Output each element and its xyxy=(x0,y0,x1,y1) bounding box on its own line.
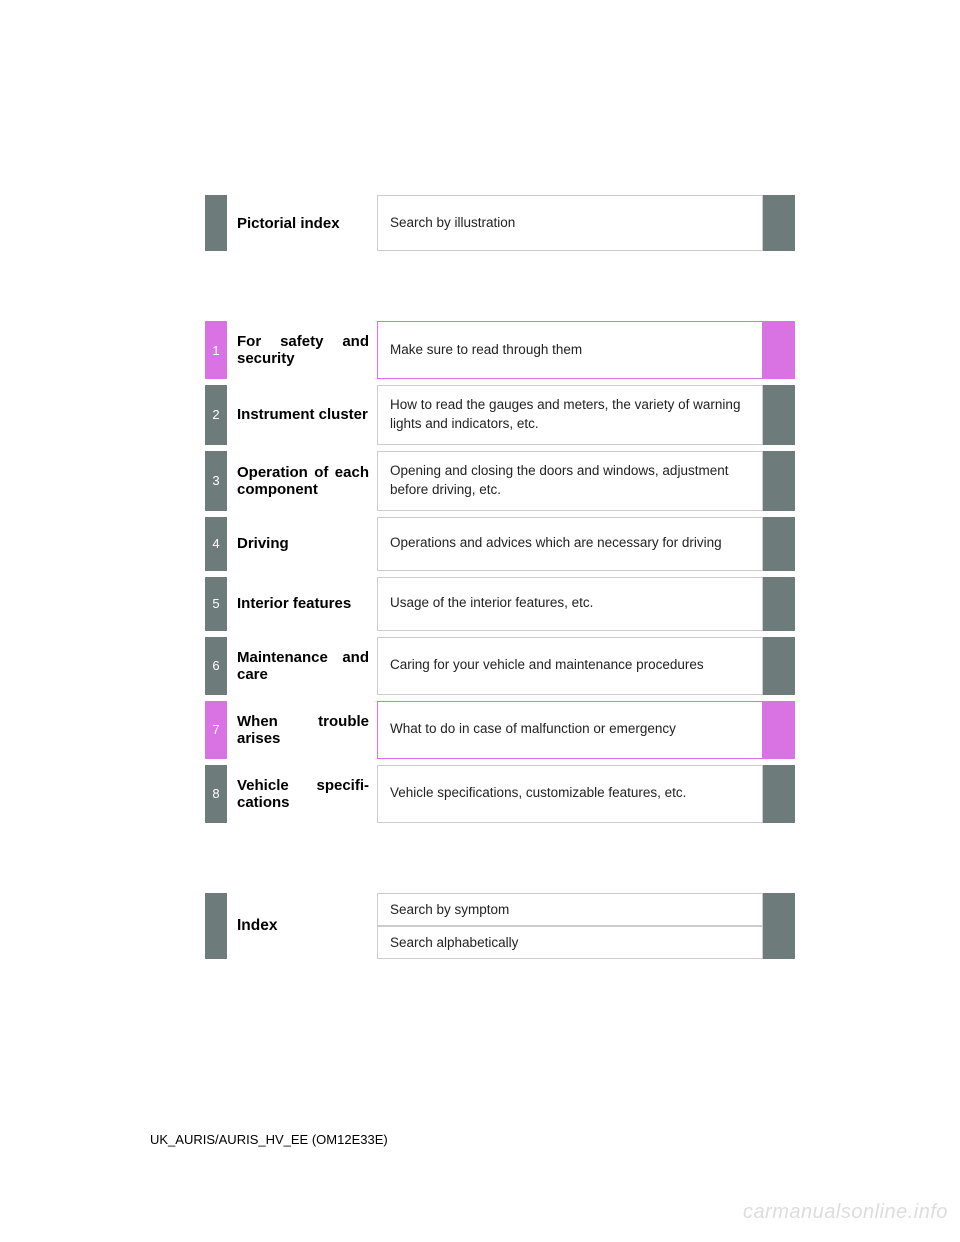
chapter-row[interactable]: 6Maintenance and careCaring for your veh… xyxy=(205,637,795,695)
chapter-number-tab: 8 xyxy=(205,765,227,823)
index-section[interactable]: Index Search by symptomSearch alphabetic… xyxy=(205,893,795,959)
watermark: carmanualsonline.info xyxy=(743,1201,948,1224)
footer-text: UK_AURIS/AURIS_HV_EE (OM12E33E) xyxy=(150,1132,388,1147)
index-end-tab xyxy=(763,893,795,926)
chapter-row[interactable]: 5Interior featuresUsage of the interior … xyxy=(205,577,795,631)
chapter-title: Instrument clus­ter xyxy=(227,385,377,445)
pictorial-tab xyxy=(205,195,227,251)
pictorial-section: Pictorial index Search by illustration xyxy=(205,195,795,251)
pictorial-row[interactable]: Pictorial index Search by illustration xyxy=(205,195,795,251)
chapter-row[interactable]: 4DrivingOperations and advices which are… xyxy=(205,517,795,571)
chapter-desc: Caring for your vehicle and maintenance … xyxy=(377,637,763,695)
index-item-label: Search by symptom xyxy=(377,893,763,926)
chapters-section: 1For safety and securityMake sure to rea… xyxy=(205,321,795,823)
index-title: Index xyxy=(227,893,377,959)
chapter-title: Driving xyxy=(227,517,377,571)
index-item-label: Search alphabetically xyxy=(377,926,763,959)
chapter-end-tab xyxy=(763,765,795,823)
chapter-title: Vehicle specifi­cations xyxy=(227,765,377,823)
manual-page: Pictorial index Search by illustration 1… xyxy=(0,0,960,959)
chapter-desc: Usage of the interior features, etc. xyxy=(377,577,763,631)
chapter-row[interactable]: 1For safety and securityMake sure to rea… xyxy=(205,321,795,379)
chapter-title: Interior features xyxy=(227,577,377,631)
chapter-desc: Operations and advices which are necessa… xyxy=(377,517,763,571)
chapter-desc: Vehicle specifications, customizable fea… xyxy=(377,765,763,823)
chapter-number-tab: 2 xyxy=(205,385,227,445)
chapter-number-tab: 3 xyxy=(205,451,227,511)
chapter-end-tab xyxy=(763,517,795,571)
chapter-end-tab xyxy=(763,701,795,759)
pictorial-title: Pictorial index xyxy=(227,195,377,251)
chapter-end-tab xyxy=(763,451,795,511)
chapter-desc: Make sure to read through them xyxy=(377,321,763,379)
chapter-number-tab: 6 xyxy=(205,637,227,695)
chapter-end-tab xyxy=(763,577,795,631)
chapter-title: For safety and security xyxy=(227,321,377,379)
index-end-tab xyxy=(763,926,795,959)
pictorial-desc: Search by illustration xyxy=(377,195,763,251)
index-row[interactable]: Search by symptom xyxy=(377,893,795,926)
chapter-title: Maintenance and care xyxy=(227,637,377,695)
index-items: Search by symptomSearch alphabetically xyxy=(377,893,795,959)
chapter-desc: What to do in case of malfunction or eme… xyxy=(377,701,763,759)
chapter-title: When trouble arises xyxy=(227,701,377,759)
chapter-end-tab xyxy=(763,321,795,379)
chapter-number-tab: 7 xyxy=(205,701,227,759)
chapter-row[interactable]: 8Vehicle specifi­cationsVehicle specific… xyxy=(205,765,795,823)
chapter-title: Operation of each component xyxy=(227,451,377,511)
chapter-row[interactable]: 2Instrument clus­terHow to read the gaug… xyxy=(205,385,795,445)
chapter-number-tab: 1 xyxy=(205,321,227,379)
pictorial-end-tab xyxy=(763,195,795,251)
chapter-row[interactable]: 3Operation of each componentOpening and … xyxy=(205,451,795,511)
chapter-desc: Opening and closing the doors and window… xyxy=(377,451,763,511)
chapter-number-tab: 4 xyxy=(205,517,227,571)
index-tab xyxy=(205,893,227,959)
chapter-number-tab: 5 xyxy=(205,577,227,631)
chapter-desc: How to read the gauges and meters, the v… xyxy=(377,385,763,445)
index-row[interactable]: Search alphabetically xyxy=(377,926,795,959)
chapter-row[interactable]: 7When trouble arisesWhat to do in case o… xyxy=(205,701,795,759)
chapter-end-tab xyxy=(763,637,795,695)
chapter-end-tab xyxy=(763,385,795,445)
